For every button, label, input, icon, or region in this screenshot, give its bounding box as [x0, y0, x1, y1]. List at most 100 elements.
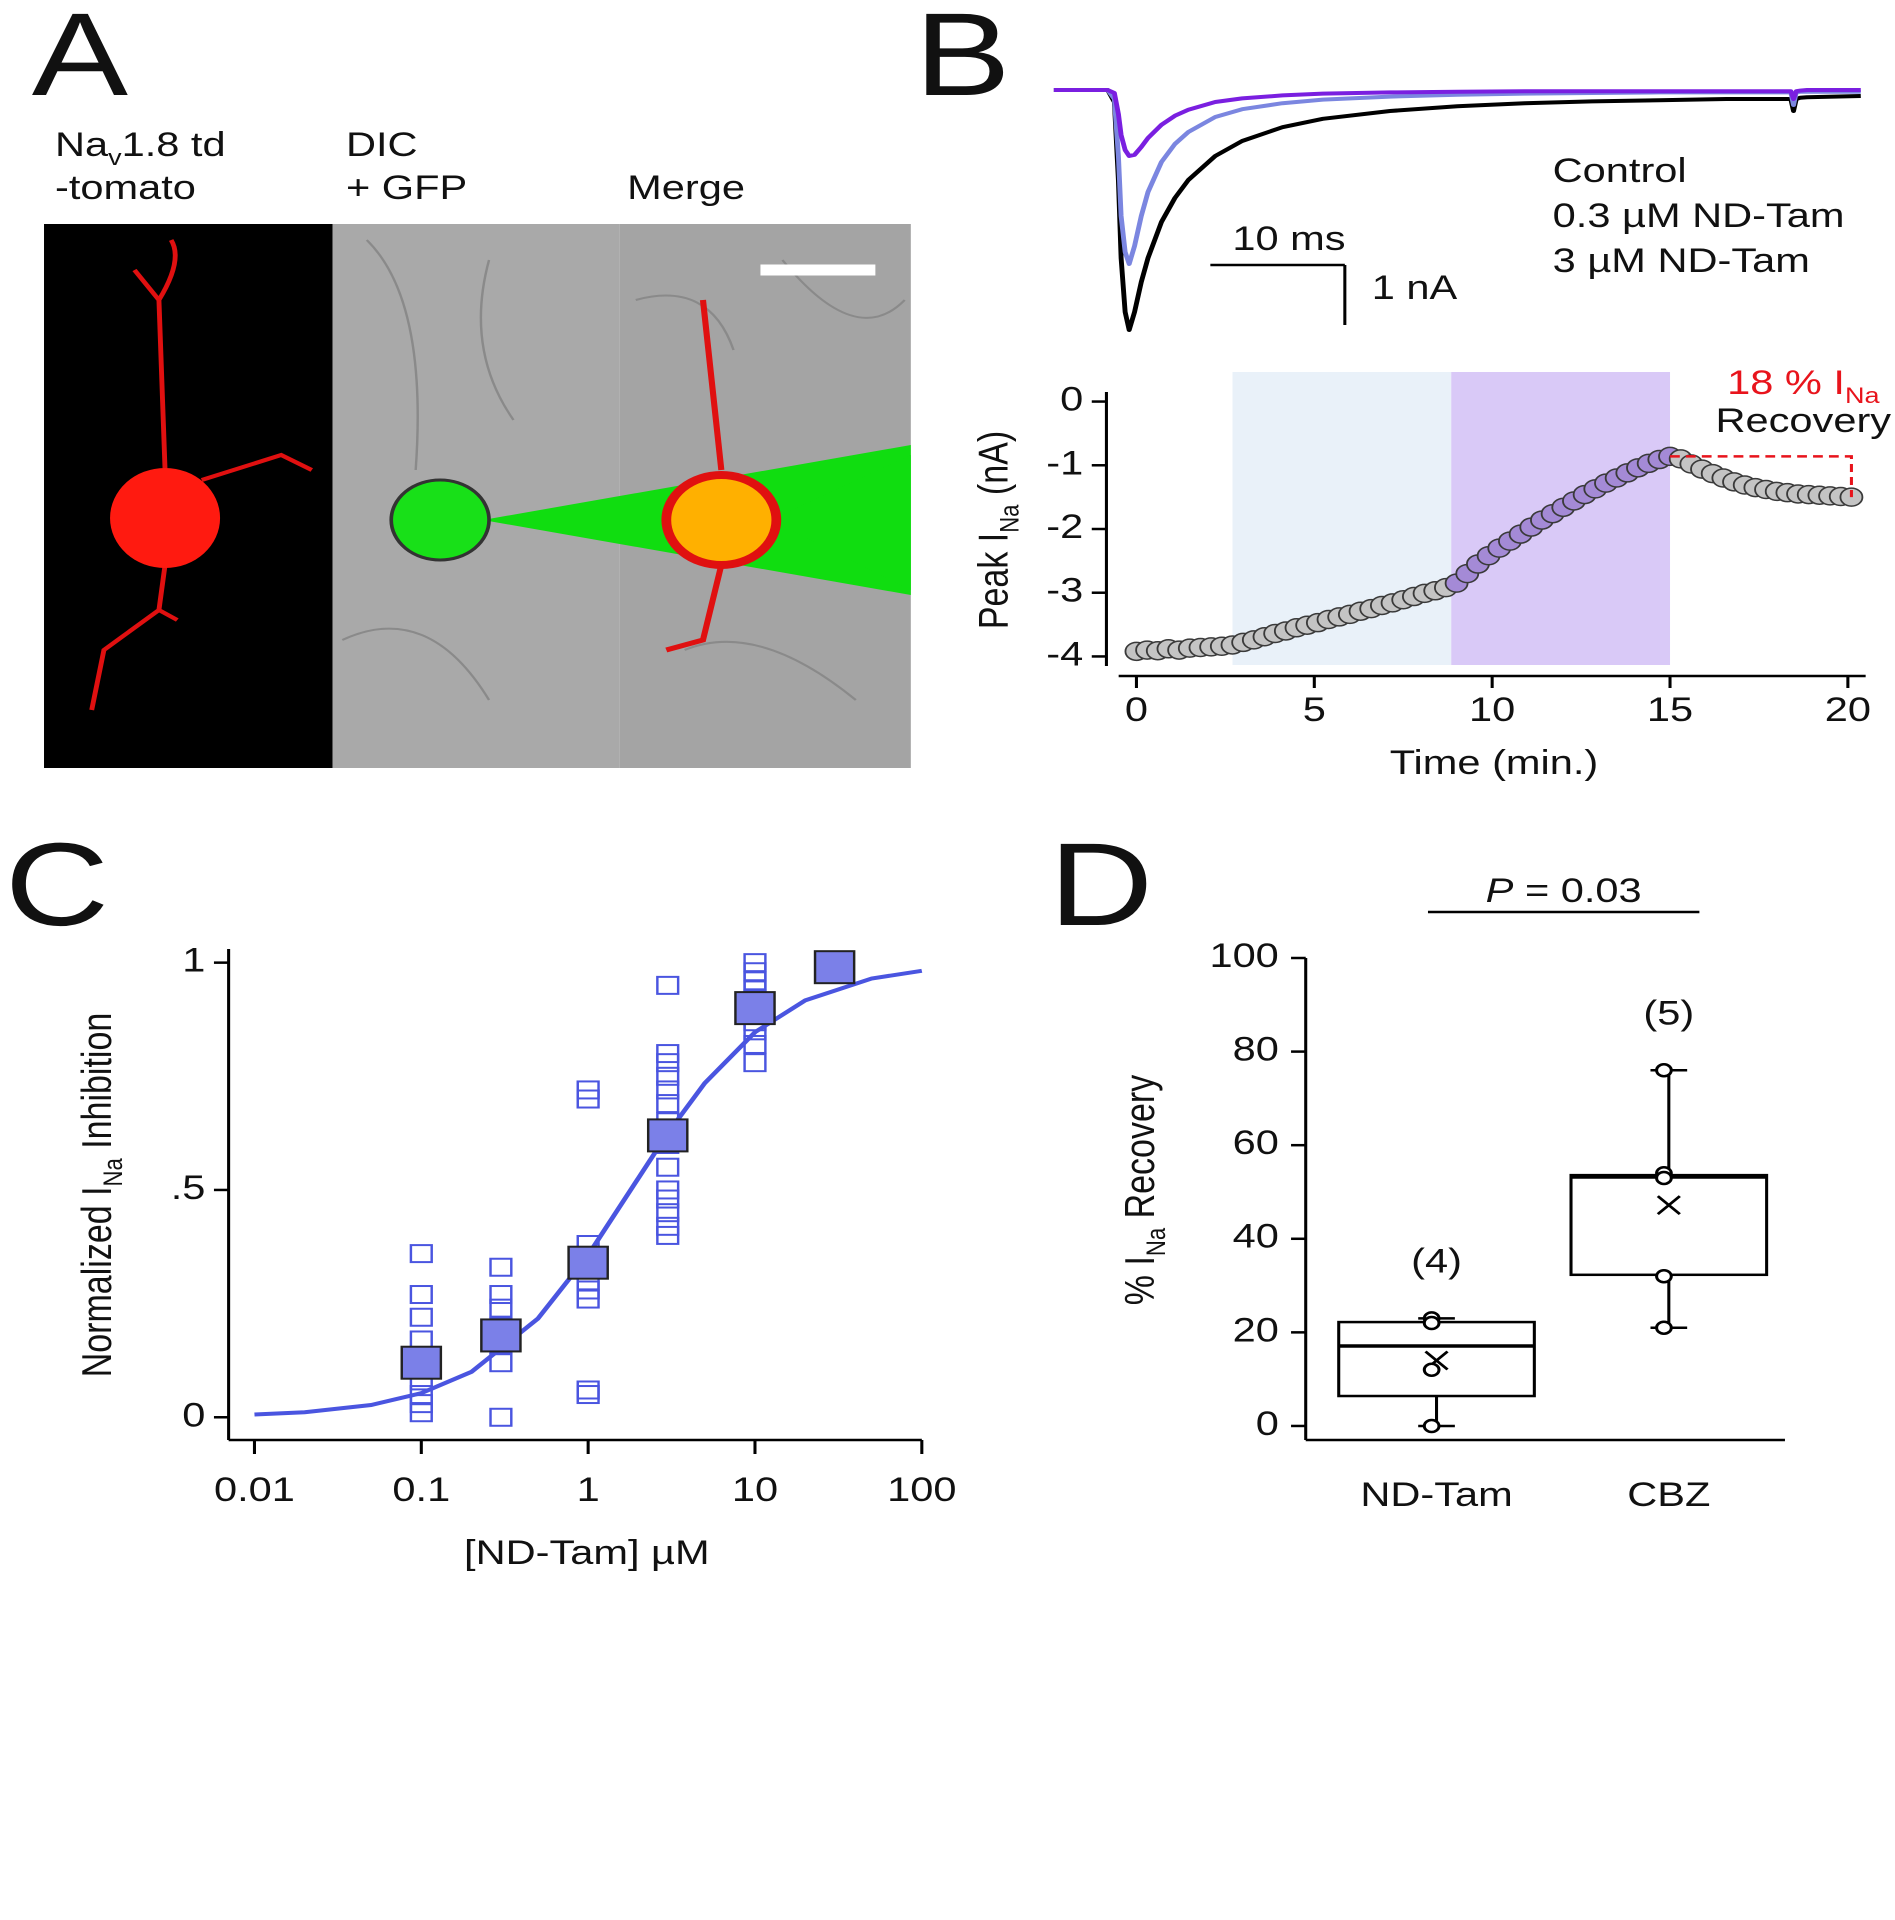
image-label: Nav1.8 td — [55, 126, 226, 170]
y-tick-label: -1 — [1046, 445, 1083, 483]
data-point — [489, 1407, 513, 1427]
mean-point — [567, 1245, 609, 1280]
y-tick-label: 40 — [1233, 1218, 1279, 1256]
data-point — [656, 1094, 680, 1114]
x-tick-label: ND-Tam — [1360, 1476, 1512, 1514]
data-point — [656, 1203, 680, 1223]
data-point — [656, 1225, 680, 1245]
data-point — [1655, 1063, 1673, 1078]
data-point — [576, 1380, 600, 1400]
y-axis-label: % INa Recovery — [1118, 1075, 1172, 1305]
panel-letter: C — [5, 818, 109, 950]
panel-letter: D — [1049, 818, 1153, 950]
panel-a: Nav1.8 td -tomato DIC + GFP Merge — [44, 126, 911, 768]
label-part: % I — [1118, 1256, 1164, 1305]
data-point — [743, 1053, 767, 1073]
panel-letter: B — [914, 0, 1010, 120]
data-point — [656, 1157, 680, 1177]
data-point — [489, 1298, 513, 1318]
subscript: Na — [1142, 1228, 1172, 1256]
neurites — [665, 299, 725, 653]
image-label: -tomato — [55, 169, 196, 207]
neurites — [89, 239, 314, 711]
label-part: 18 % I — [1727, 364, 1845, 402]
y-axis-label: Normalized INa Inhibition — [75, 1013, 129, 1378]
data-point — [656, 1066, 680, 1086]
data-point — [656, 1053, 680, 1073]
y-tick-label: 0 — [1060, 381, 1083, 419]
box — [1569, 1173, 1769, 1277]
y-tick-label: 0 — [1256, 1405, 1279, 1443]
y-tick-label: -4 — [1046, 636, 1083, 674]
y-axis-label: Peak INa (nA) — [971, 431, 1025, 629]
mean-point — [813, 950, 856, 985]
scale-label: 1 nA — [1372, 269, 1458, 307]
y-tick-label: 0 — [182, 1397, 205, 1435]
y-tick-label: 80 — [1233, 1031, 1279, 1069]
label-part: Peak I — [971, 533, 1017, 629]
legend-entry: 0.3 µM ND-Tam — [1553, 197, 1845, 235]
label-part: Normalized I — [75, 1186, 121, 1377]
annotation: 18 % INa — [1727, 364, 1880, 408]
data-point — [409, 1244, 433, 1264]
x-axis-label: [ND-Tam] µM — [464, 1534, 710, 1572]
p-value: = 0.03 — [1513, 872, 1641, 910]
image-label: Merge — [627, 169, 745, 207]
scale-label: 10 ms — [1232, 220, 1345, 258]
y-tick-label: 1 — [182, 942, 205, 980]
data-point — [1655, 1170, 1673, 1186]
data-point — [576, 1385, 600, 1405]
n-label: (5) — [1643, 995, 1694, 1033]
x-tick-label: 10 — [1469, 691, 1515, 729]
data-point — [1422, 1362, 1441, 1378]
x-axis-label: Time (min.) — [1390, 744, 1599, 782]
x-tick-label: 0 — [1125, 691, 1148, 729]
subscript: Na — [99, 1158, 129, 1186]
x-tick-label: 10 — [732, 1471, 778, 1509]
y-tick-label: 100 — [1209, 937, 1278, 975]
y-tick-label: 60 — [1233, 1125, 1279, 1163]
data-point — [1655, 1268, 1673, 1284]
data-point — [656, 1080, 680, 1100]
mean-marker — [1656, 1195, 1681, 1215]
label-part: Inhibition — [75, 1013, 121, 1159]
annotation: Recovery — [1716, 402, 1892, 440]
data-point — [656, 975, 680, 995]
recovery-bracket — [1670, 455, 1853, 498]
merge-cell — [661, 471, 782, 569]
data-point — [1422, 1315, 1441, 1331]
data-point — [409, 1403, 433, 1423]
mean-point — [646, 1118, 689, 1153]
x-tick-label: 1 — [577, 1471, 600, 1509]
fit-curve — [254, 968, 923, 1417]
y-tick-label: -3 — [1046, 572, 1083, 610]
label-part: Recovery — [1118, 1075, 1164, 1228]
data-point — [1422, 1418, 1441, 1434]
x-tick-label: 5 — [1303, 691, 1326, 729]
label-part: Na — [55, 126, 109, 164]
label-part: (nA) — [971, 431, 1017, 505]
x-tick-label: 20 — [1825, 691, 1871, 729]
mean-point — [400, 1345, 443, 1380]
x-tick-label: 15 — [1647, 691, 1693, 729]
legend-entry: 3 µM ND-Tam — [1553, 242, 1810, 280]
pipette — [770, 455, 911, 590]
mean-point — [734, 991, 776, 1026]
data-point — [1655, 1320, 1673, 1335]
data-point — [576, 1089, 600, 1109]
image-label: + GFP — [346, 169, 467, 207]
dic-texture — [341, 239, 906, 701]
p-symbol: P — [1486, 872, 1514, 910]
mean-point — [480, 1318, 522, 1353]
y-tick-label: 20 — [1233, 1312, 1279, 1350]
x-tick-label: 100 — [887, 1471, 956, 1509]
y-tick-label: -2 — [1046, 508, 1083, 546]
gfp-cell — [389, 478, 491, 562]
data-point — [656, 1189, 680, 1209]
subscript: Na — [995, 504, 1025, 532]
trace — [1053, 88, 1861, 158]
y-tick-label: .5 — [171, 1169, 206, 1207]
n-label: (4) — [1411, 1243, 1462, 1281]
